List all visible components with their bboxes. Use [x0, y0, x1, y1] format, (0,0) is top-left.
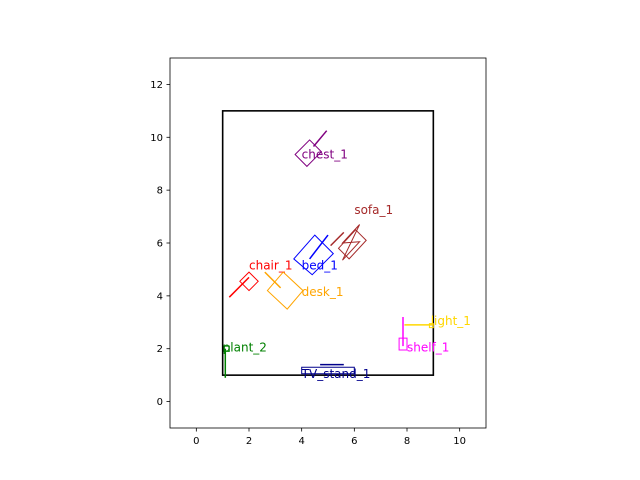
- item-bed_1: bed_1: [293, 234, 338, 276]
- chest_1-direction-line-1: [312, 130, 328, 147]
- item-sofa_1: sofa_1: [330, 203, 393, 261]
- desk_1-direction-line-1: [264, 271, 282, 289]
- desk_1-outline-0: [266, 271, 304, 310]
- room-boundary: [221, 110, 435, 376]
- chest_1-label: chest_1: [302, 147, 348, 161]
- TV_stand_1-label: TV_stand_1: [301, 367, 371, 381]
- item-desk_1: desk_1: [264, 271, 344, 310]
- chair_1-outline-0: [239, 271, 259, 292]
- light_1-label: light_1: [431, 314, 471, 328]
- x-tick-label: 2: [246, 436, 252, 447]
- axes: 0 2 4 6 8 10 0 2 4 6 8 10 12: [150, 57, 487, 447]
- sofa_1-direction-line-2: [330, 231, 345, 247]
- chair_1-label: chair_1: [249, 258, 292, 272]
- y-tick-label: 0: [157, 397, 163, 408]
- y-tick-label: 8: [157, 186, 163, 197]
- bed_1-outline-0: [293, 234, 335, 276]
- plant_2-label: plant_2: [223, 340, 267, 354]
- item-plant_2: plant_2: [223, 340, 267, 378]
- shelf_1-label: shelf_1: [407, 340, 449, 354]
- x-tick-label: 8: [404, 436, 410, 447]
- item-chair_1: chair_1: [228, 258, 292, 298]
- bed_1-direction-line-1: [309, 234, 329, 260]
- sofa_1-outline-0: [341, 224, 361, 261]
- item-light_1: light_1: [404, 314, 471, 329]
- sofa_1-outline-1: [337, 229, 367, 260]
- shelf_1-outline-1: [398, 337, 408, 351]
- plant_2-outline-1: [223, 345, 230, 352]
- desk_1-label: desk_1: [302, 285, 344, 299]
- plot-area: chest_1 sofa_1 bed_1 chair_1 desk_1 light_1sh…: [221, 110, 471, 381]
- y-tick-label: 2: [157, 344, 163, 355]
- x-tick-label: 0: [193, 436, 199, 447]
- y-tick-label: 6: [157, 239, 163, 250]
- chest_1-outline-0: [294, 139, 323, 168]
- sofa_1-label: sofa_1: [354, 203, 393, 217]
- item-chest_1: chest_1: [294, 130, 348, 168]
- x-tick-label: 6: [351, 436, 357, 447]
- light_1-outline-1: [428, 323, 434, 329]
- TV_stand_1-outline-0: [301, 366, 355, 375]
- y-tick-label: 10: [150, 133, 163, 144]
- chair_1-direction-line-1: [228, 276, 250, 298]
- y-tick-label: 12: [150, 80, 163, 91]
- bed_1-label: bed_1: [302, 258, 338, 272]
- item-TV_stand_1: TV_stand_1: [301, 363, 371, 381]
- x-tick-label: 10: [453, 436, 466, 447]
- y-tick-label: 4: [157, 291, 163, 302]
- x-tick-label: 4: [298, 436, 304, 447]
- item-shelf_1: shelf_1: [398, 317, 449, 354]
